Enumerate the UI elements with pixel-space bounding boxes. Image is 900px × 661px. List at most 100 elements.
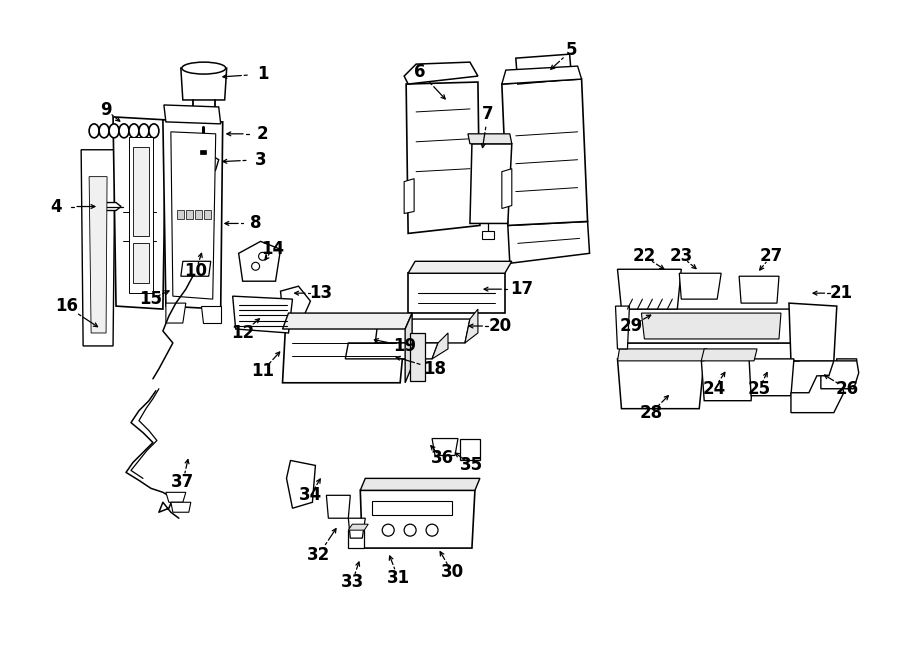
Polygon shape [472,178,482,214]
Text: 36: 36 [430,449,454,467]
Polygon shape [502,169,512,208]
Text: 14: 14 [261,241,284,258]
Polygon shape [375,319,470,343]
Text: 3: 3 [255,151,266,169]
Polygon shape [502,79,588,225]
Polygon shape [749,359,794,396]
Text: 7: 7 [482,105,494,123]
Polygon shape [171,132,216,299]
Text: 16: 16 [55,297,77,315]
Polygon shape [281,286,310,319]
Text: 5: 5 [566,41,578,59]
Bar [176,210,184,219]
Text: 18: 18 [424,360,446,378]
Polygon shape [89,176,107,333]
Text: 24: 24 [703,380,725,398]
Polygon shape [283,313,412,329]
Text: 27: 27 [760,247,783,265]
Polygon shape [327,495,350,518]
Bar [194,210,202,219]
Ellipse shape [89,124,99,137]
Text: 28: 28 [640,404,663,422]
Text: 1: 1 [256,65,268,83]
Text: 35: 35 [461,457,483,475]
Circle shape [382,524,394,536]
Text: 34: 34 [299,486,322,504]
Bar [373,501,452,515]
Polygon shape [701,349,757,361]
Text: 30: 30 [440,563,464,581]
Polygon shape [166,492,185,502]
Text: 11: 11 [251,362,274,380]
Text: 22: 22 [633,247,656,265]
Polygon shape [789,303,837,361]
Text: 6: 6 [414,63,426,81]
Polygon shape [432,333,448,359]
Polygon shape [408,273,505,313]
Circle shape [252,262,259,270]
Polygon shape [200,150,206,154]
Bar [185,210,193,219]
Polygon shape [465,309,478,343]
Polygon shape [482,231,494,239]
Polygon shape [360,490,475,548]
Text: 29: 29 [620,317,643,335]
Polygon shape [404,178,414,214]
Polygon shape [201,306,220,323]
Polygon shape [821,361,859,389]
Circle shape [258,253,266,260]
Polygon shape [405,313,412,383]
Polygon shape [133,147,148,237]
Polygon shape [360,479,480,490]
Bar [410,333,425,381]
Polygon shape [166,303,185,323]
Ellipse shape [182,62,226,74]
Polygon shape [81,150,115,346]
Polygon shape [625,343,804,361]
Polygon shape [113,117,166,309]
Text: 37: 37 [171,473,194,491]
Polygon shape [286,461,315,508]
Circle shape [404,524,416,536]
Text: 15: 15 [140,290,162,308]
Text: 23: 23 [670,247,693,265]
Polygon shape [171,502,191,512]
Polygon shape [516,54,572,84]
Text: 26: 26 [835,380,859,398]
Ellipse shape [119,124,129,137]
Circle shape [426,524,438,536]
Polygon shape [181,68,227,100]
Text: 21: 21 [829,284,852,302]
Text: 13: 13 [309,284,332,302]
Polygon shape [346,343,438,359]
Text: 33: 33 [341,573,364,591]
Text: 12: 12 [231,324,254,342]
Polygon shape [701,359,754,401]
Text: 20: 20 [489,317,511,335]
Polygon shape [233,296,292,333]
Polygon shape [470,144,512,223]
Polygon shape [133,243,148,283]
Text: 32: 32 [307,546,330,564]
Text: 31: 31 [387,569,410,587]
Polygon shape [283,326,405,383]
Text: 10: 10 [184,262,207,280]
Polygon shape [617,269,681,309]
Text: 19: 19 [393,337,417,355]
Polygon shape [791,359,857,412]
Ellipse shape [109,124,119,137]
Polygon shape [104,202,121,210]
Text: 9: 9 [100,101,112,119]
Polygon shape [616,306,629,349]
Polygon shape [238,241,281,281]
Polygon shape [622,309,807,343]
Polygon shape [181,261,211,276]
Text: 8: 8 [250,214,261,233]
Text: 25: 25 [748,380,770,398]
Polygon shape [617,349,707,361]
Polygon shape [163,120,222,309]
Polygon shape [348,524,368,530]
Polygon shape [617,359,704,408]
Polygon shape [189,154,219,180]
Polygon shape [164,105,220,124]
